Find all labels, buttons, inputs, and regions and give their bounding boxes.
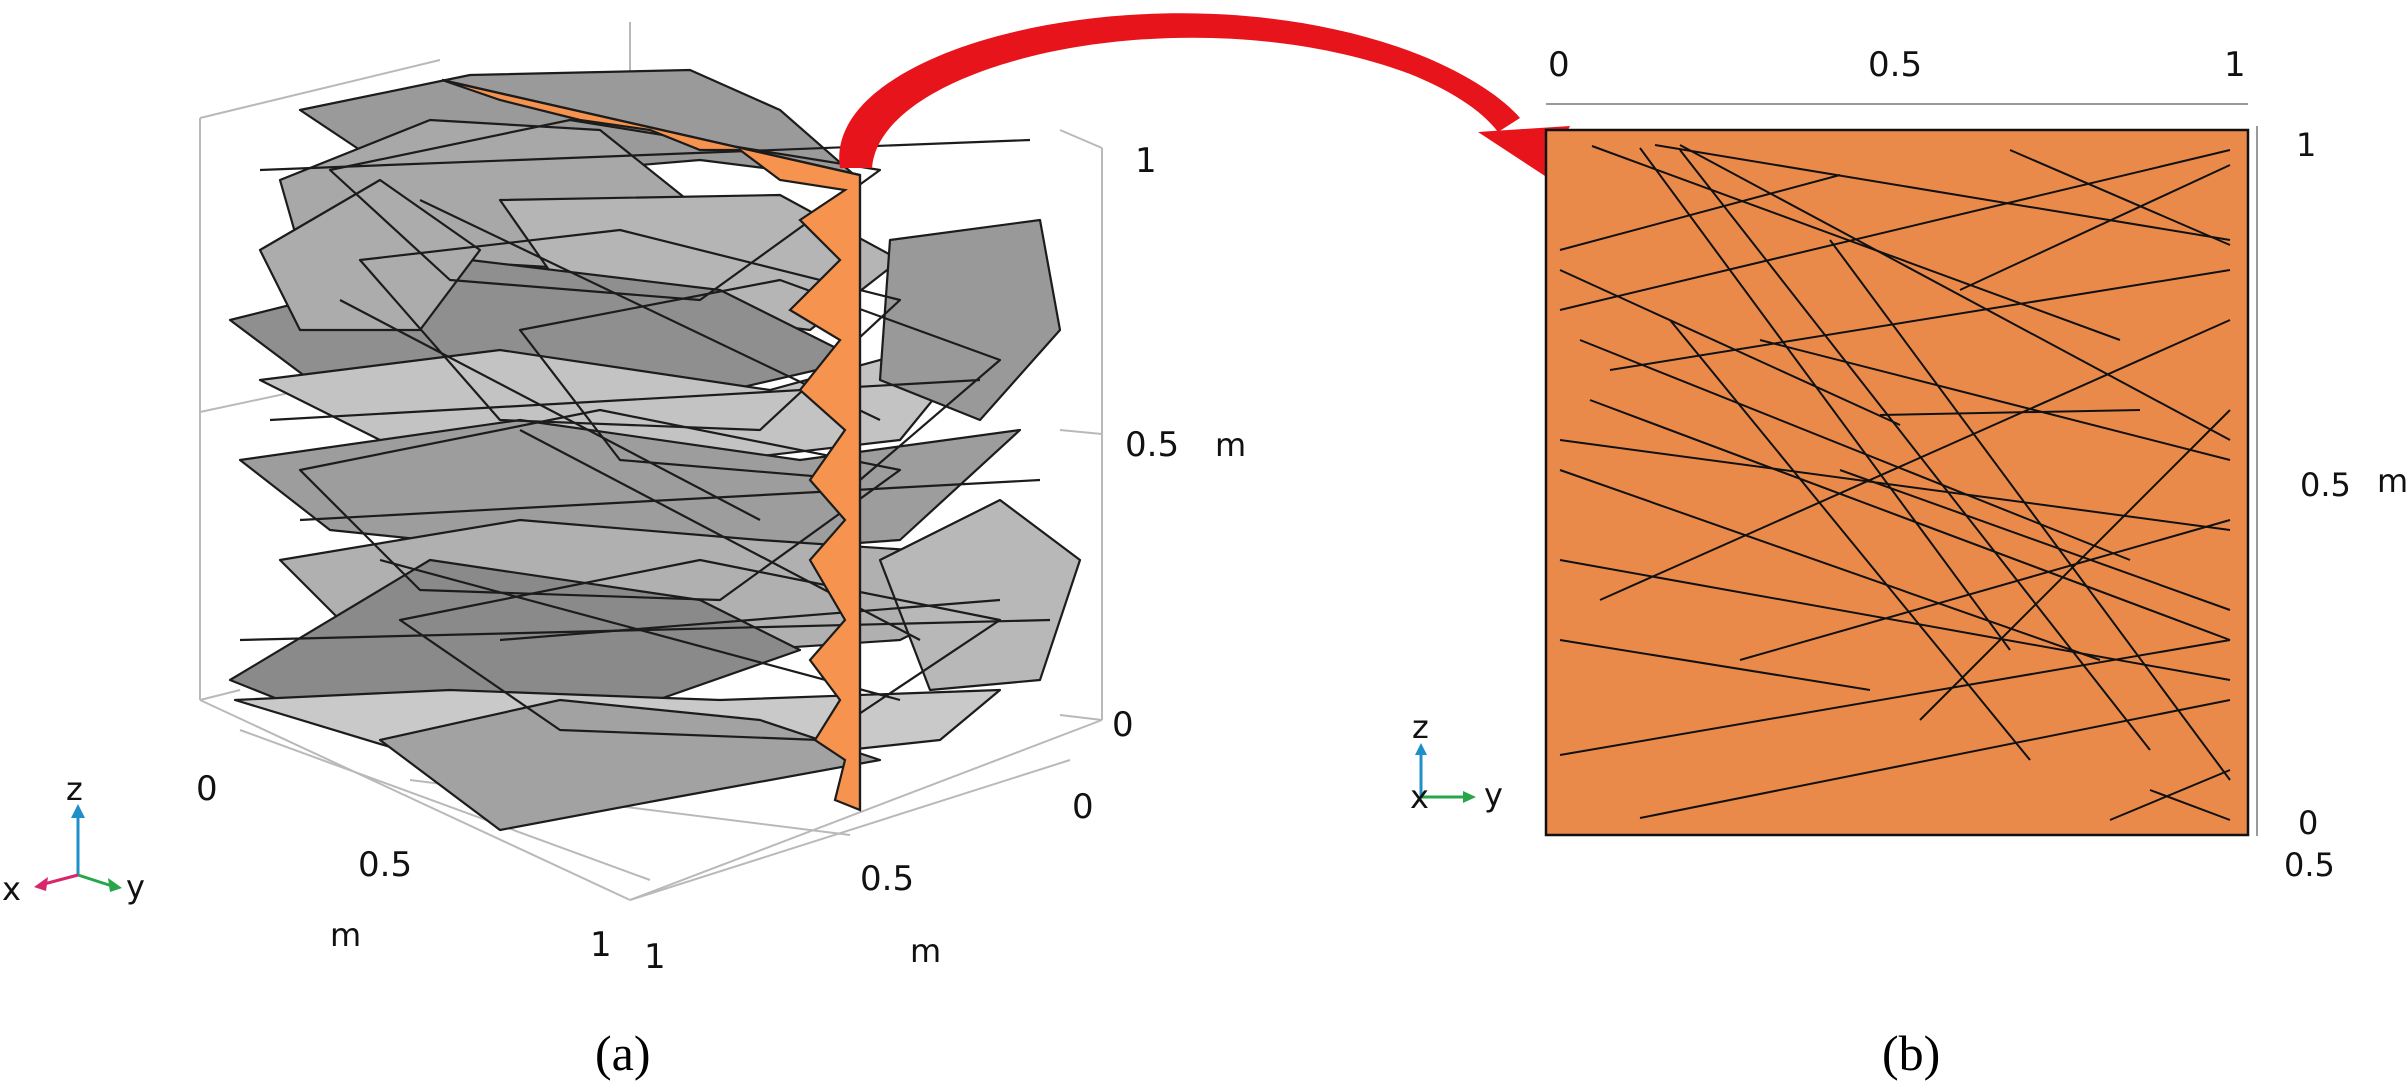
section-plane bbox=[1544, 128, 2250, 837]
y-arrow-icon bbox=[108, 878, 122, 892]
fracture-polygon bbox=[398, 558, 1002, 742]
fracture-polygon bbox=[378, 698, 882, 832]
right-tick-05: 0.5 bbox=[2300, 466, 2351, 504]
top-tick-05: 0.5 bbox=[1868, 45, 1922, 85]
fracture-polygon bbox=[298, 408, 902, 602]
cut-plane bbox=[441, 78, 862, 812]
y-axis-unit: m bbox=[910, 932, 941, 970]
x-arrow-icon bbox=[34, 877, 48, 891]
triad-x-label: x bbox=[1410, 778, 1429, 816]
z-arrow-icon bbox=[71, 804, 85, 818]
fracture-polygon bbox=[258, 178, 482, 332]
x-axis-unit: m bbox=[330, 916, 361, 954]
panel-a-fracture-network bbox=[228, 68, 1082, 832]
fracture-polygon bbox=[878, 498, 1082, 692]
right-tick-0: 0 bbox=[2298, 804, 2318, 842]
right-axis-unit: m bbox=[2377, 462, 2408, 500]
panel-b-caption: (b) bbox=[1882, 1025, 1940, 1081]
x-tick-1: 1 bbox=[590, 925, 612, 965]
triad-y-label: y bbox=[126, 868, 145, 906]
y-tick-05: 0.5 bbox=[860, 859, 914, 899]
fracture-polygon bbox=[878, 218, 1062, 422]
top-tick-0: 0 bbox=[1548, 45, 1570, 85]
panel-b-2d-section: 0 0.5 1 1 0.5 m 0 0.5 z y x (b) bbox=[1410, 45, 2408, 1081]
z-arrow-icon bbox=[1415, 743, 1427, 755]
triad-x-label: x bbox=[2, 870, 21, 908]
panel-b-axis-triad: z y x bbox=[1410, 708, 1503, 816]
panel-a-3d-view: 1 0.5 m 0 0 0.5 1 m 0 0.5 1 m z y x (a) bbox=[2, 22, 1246, 1081]
y-arrow-icon bbox=[1463, 791, 1476, 803]
fracture-traces bbox=[1559, 144, 2231, 821]
panel-a-caption: (a) bbox=[595, 1025, 651, 1081]
z-axis-unit: m bbox=[1215, 426, 1246, 464]
y-tick-0: 0 bbox=[1072, 787, 1094, 827]
panel-a-bounding-box bbox=[199, 22, 1103, 901]
x-tick-0: 0 bbox=[196, 769, 218, 809]
top-tick-1: 1 bbox=[2224, 45, 2246, 85]
transfer-arrow bbox=[839, 13, 1570, 176]
triad-z-label: z bbox=[66, 770, 83, 808]
bottom-right-tick: 0.5 bbox=[2284, 846, 2335, 884]
z-tick-1: 1 bbox=[1135, 141, 1157, 181]
z-tick-05: 0.5 bbox=[1125, 425, 1179, 465]
right-tick-1: 1 bbox=[2296, 126, 2316, 164]
z-tick-0: 0 bbox=[1112, 705, 1134, 745]
triad-y-label: y bbox=[1484, 776, 1503, 814]
triad-z-label: z bbox=[1412, 708, 1429, 746]
y-tick-1: 1 bbox=[644, 937, 666, 977]
fracture-polygon bbox=[328, 118, 882, 302]
panel-a-axis-triad: z y x bbox=[2, 770, 145, 908]
x-tick-05: 0.5 bbox=[358, 845, 412, 885]
